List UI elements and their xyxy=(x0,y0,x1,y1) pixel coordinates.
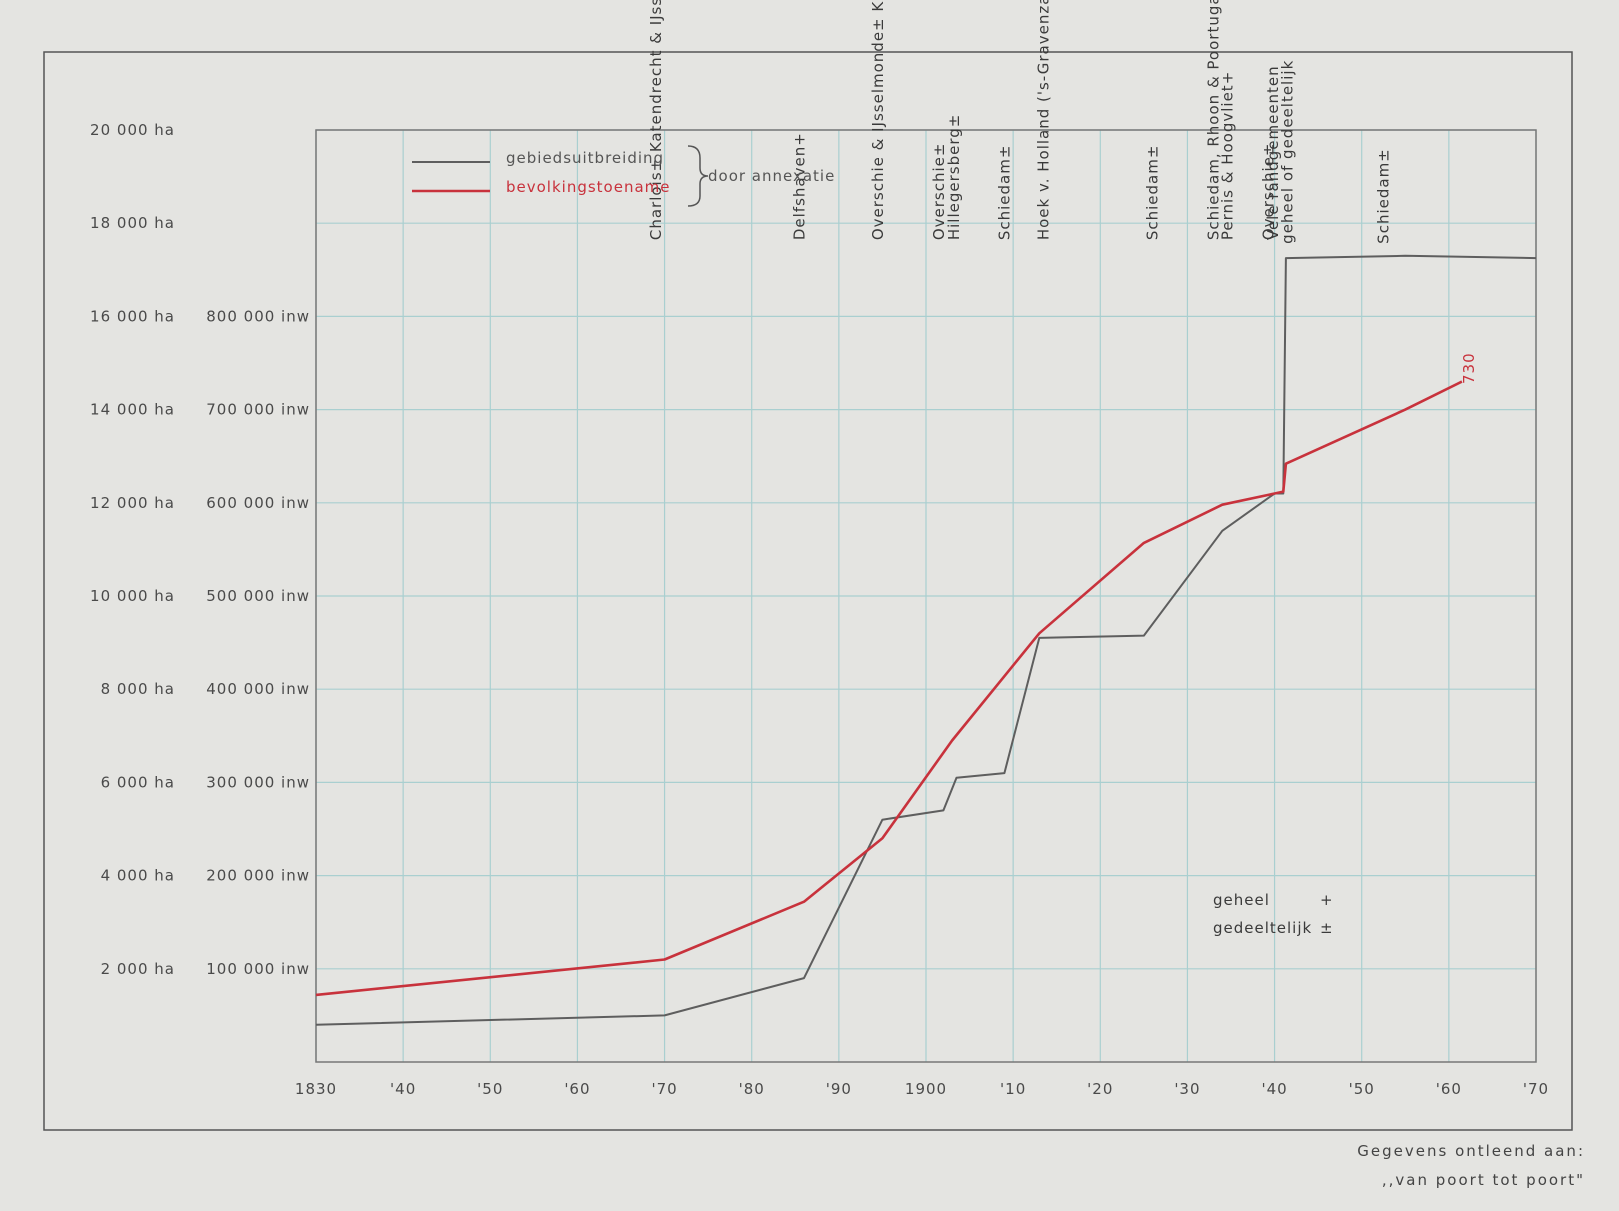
annexation-label: geheel of gedeeltelijk xyxy=(1279,60,1297,244)
legend-brace xyxy=(687,145,709,207)
x-tick-label: '80 xyxy=(739,1080,765,1098)
key: geheel + gedeeltelijk ± xyxy=(1213,891,1334,937)
annexation-label: Hillegersberg± xyxy=(945,114,963,241)
population-end-label: 730 xyxy=(1460,352,1478,384)
annexation-label: Delfshaven+ xyxy=(791,132,809,240)
y-axis-population-ticks: 100 000 inw 200 000 inw 300 000 inw 400 000… xyxy=(206,307,310,978)
outer-frame xyxy=(43,51,1573,1131)
y-tick-label-population: 400 000 inw xyxy=(206,680,310,698)
source-line-2: ,,van poort tot poort" xyxy=(1382,1171,1585,1189)
plot-frame xyxy=(315,129,1537,1063)
x-tick-label: '90 xyxy=(826,1080,852,1098)
legend-area-label: gebiedsuitbreiding xyxy=(506,149,664,167)
legend: gebiedsuitbreiding bevolkingstoename doo… xyxy=(412,145,835,207)
x-tick-label: '70 xyxy=(1523,1080,1549,1098)
y-tick-label-area: 4 000 ha xyxy=(101,867,175,885)
annexation-label: Schiedam± xyxy=(1375,148,1393,244)
y-tick-label-population: 600 000 inw xyxy=(206,494,310,512)
y-tick-label-area: 16 000 ha xyxy=(90,307,175,325)
annexation-label: Pernis & Hoogvliet+ xyxy=(1219,71,1237,240)
y-axis-area-ticks: 2 000 ha 4 000 ha 6 000 ha 8 000 ha 10 000 h… xyxy=(90,121,175,978)
x-tick-label: '50 xyxy=(1349,1080,1375,1098)
x-tick-label: 1830 xyxy=(295,1080,337,1098)
legend-group-label: door annexatie xyxy=(708,167,835,185)
y-tick-label-population: 500 000 inw xyxy=(206,587,310,605)
key-partial-label: gedeeltelijk xyxy=(1213,919,1312,937)
key-whole-mark: + xyxy=(1320,891,1334,909)
x-tick-label: '30 xyxy=(1174,1080,1200,1098)
series-population-line xyxy=(315,380,1463,997)
x-tick-label: '60 xyxy=(1436,1080,1462,1098)
x-tick-label: '60 xyxy=(564,1080,590,1098)
annexation-label: Charlois± Katendrecht & IJsselmonde± xyxy=(647,0,665,240)
key-whole-label: geheel xyxy=(1213,891,1270,909)
annexation-label: Schiedam± xyxy=(995,145,1013,241)
y-tick-label-area: 20 000 ha xyxy=(90,121,175,139)
x-tick-label: '50 xyxy=(477,1080,503,1098)
annexation-label: Schiedam, Rhoon & Poortugaal± xyxy=(1205,0,1223,240)
x-tick-label: '40 xyxy=(390,1080,416,1098)
y-tick-label-area: 10 000 ha xyxy=(90,587,175,605)
annexation-label: Hoek v. Holland ('s-Gravenzande & Naaldw… xyxy=(1035,0,1053,240)
x-tick-label: '10 xyxy=(1000,1080,1026,1098)
series-area-line xyxy=(315,254,1537,1026)
x-axis-ticks: 1830 '40 '50 '60 '70 '80 '90 1900 '10 '20 '30 '40 '5… xyxy=(295,1080,1549,1098)
y-tick-label-population: 100 000 inw xyxy=(206,960,310,978)
annexation-label: Overschie & IJsselmonde± Kralingen & Cha… xyxy=(869,0,887,240)
y-tick-label-population: 200 000 inw xyxy=(206,867,310,885)
y-tick-label-area: 14 000 ha xyxy=(90,401,175,419)
y-tick-label-area: 8 000 ha xyxy=(101,680,175,698)
annexation-label: Overschie± xyxy=(1259,143,1277,241)
x-tick-label: '20 xyxy=(1087,1080,1113,1098)
y-tick-label-area: 12 000 ha xyxy=(90,494,175,512)
source-line-1: Gegevens ontleend aan: xyxy=(1357,1142,1585,1160)
y-tick-label-area: 6 000 ha xyxy=(101,773,175,791)
x-tick-label: '70 xyxy=(651,1080,677,1098)
y-tick-label-area: 18 000 ha xyxy=(90,214,175,232)
annexation-label: Schiedam± xyxy=(1144,145,1162,241)
x-tick-label: '40 xyxy=(1261,1080,1287,1098)
y-tick-label-population: 700 000 inw xyxy=(206,401,310,419)
annexation-label: Vele randgemeenten xyxy=(1264,65,1282,240)
y-tick-label-population: 800 000 inw xyxy=(206,307,310,325)
annexation-label: Overschie± xyxy=(930,143,948,241)
key-partial-mark: ± xyxy=(1320,919,1334,937)
legend-population-label: bevolkingstoename xyxy=(506,178,671,196)
x-tick-label: 1900 xyxy=(905,1080,947,1098)
series-lines xyxy=(315,254,1537,1026)
grid xyxy=(315,129,1537,1062)
y-tick-label-area: 2 000 ha xyxy=(101,960,175,978)
y-tick-label-population: 300 000 inw xyxy=(206,773,310,791)
annexation-labels: Charlois± Katendrecht & IJsselmonde± Delf… xyxy=(647,0,1393,244)
